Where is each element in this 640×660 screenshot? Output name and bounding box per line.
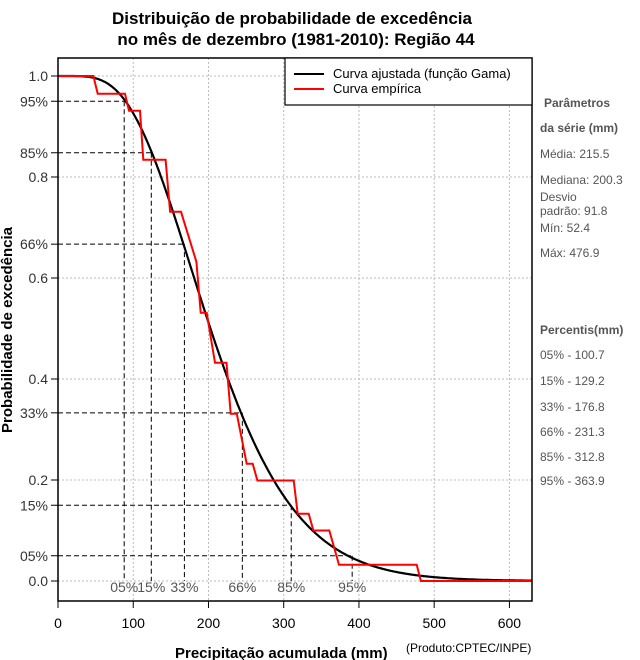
percentil-item: 85% - 312.8: [540, 450, 605, 464]
legend-fitted-label: Curva ajustada (função Gama): [333, 66, 511, 81]
y-tick-label: 0.0: [29, 573, 49, 589]
y-tick-label: 0.4: [29, 371, 49, 387]
y-tick-label: 0.2: [29, 472, 49, 488]
stat-desvio-1: Desvio: [540, 190, 577, 204]
y-tick-label: 0.8: [29, 169, 49, 185]
stat-max: Máx: 476.9: [540, 246, 600, 260]
plot-frame: [57, 57, 533, 602]
x-tick-label: 500: [423, 615, 447, 631]
axes: 0 100 200 300 400 500 600 1.0 95% 85% 0.8 66% 0.6 0.4…: [20, 68, 521, 631]
percentile-label: 66%: [228, 579, 256, 595]
legend: Curva ajustada (função Gama) Curva empír…: [284, 57, 533, 106]
percentile-label: 05%: [110, 579, 138, 595]
y-tick-label: 85%: [20, 145, 48, 161]
percentile-label: 85%: [277, 579, 305, 595]
y-tick-label: 1.0: [29, 68, 49, 84]
percentil-item: 66% - 231.3: [540, 425, 605, 439]
side-panel: Parâmetros da série (mm) Média: 215.5 Me…: [540, 96, 623, 488]
x-tick-label: 600: [498, 615, 522, 631]
chart-title-line-2: no mês de dezembro (1981-2010): Região 4…: [117, 30, 475, 49]
params-title-1: Parâmetros: [544, 96, 610, 110]
chart-title-line-1: Distribuição de probabilidade de excedên…: [112, 9, 472, 28]
y-tick-label: 66%: [20, 236, 48, 252]
y-tick-label: 15%: [20, 497, 48, 513]
x-tick-label: 100: [122, 615, 146, 631]
percentile-label: 95%: [338, 579, 366, 595]
stat-min: Mín: 52.4: [540, 221, 590, 235]
y-tick-label: 0.6: [29, 270, 49, 286]
y-axis-label: Probabilidade de excedência: [0, 226, 16, 433]
percentile-label: 15%: [137, 579, 165, 595]
x-axis-label: Precipitação acumulada (mm): [175, 645, 388, 660]
x-tick-label: 400: [347, 615, 371, 631]
x-tick-label: 300: [272, 615, 296, 631]
grid: [57, 58, 532, 601]
empirical-curve: [58, 75, 532, 582]
stat-desvio-2: padrão: 91.8: [540, 204, 608, 218]
percentil-item: 05% - 100.7: [540, 348, 605, 362]
series-layer: [58, 74, 532, 582]
percentis-title: Percentis(mm): [540, 323, 623, 337]
fitted-gamma-curve: [58, 74, 532, 582]
stat-mediana: Mediana: 200.3: [540, 173, 623, 187]
x-tick-label: 200: [197, 615, 221, 631]
y-tick-label: 05%: [20, 548, 48, 564]
x-tick-label: 0: [54, 615, 62, 631]
percentile-label: 33%: [170, 579, 198, 595]
percentil-item: 33% - 176.8: [540, 400, 605, 414]
y-tick-label: 95%: [20, 93, 48, 109]
percentil-item: 95% - 363.9: [540, 474, 605, 488]
legend-empirical-label: Curva empírica: [333, 81, 422, 96]
y-tick-label: 33%: [20, 405, 48, 421]
stat-media: Média: 215.5: [540, 147, 610, 161]
params-title-2: da série (mm): [540, 121, 618, 135]
percentil-item: 15% - 129.2: [540, 374, 605, 388]
x-axis-note: (Produto:CPTEC/INPE): [406, 641, 531, 655]
